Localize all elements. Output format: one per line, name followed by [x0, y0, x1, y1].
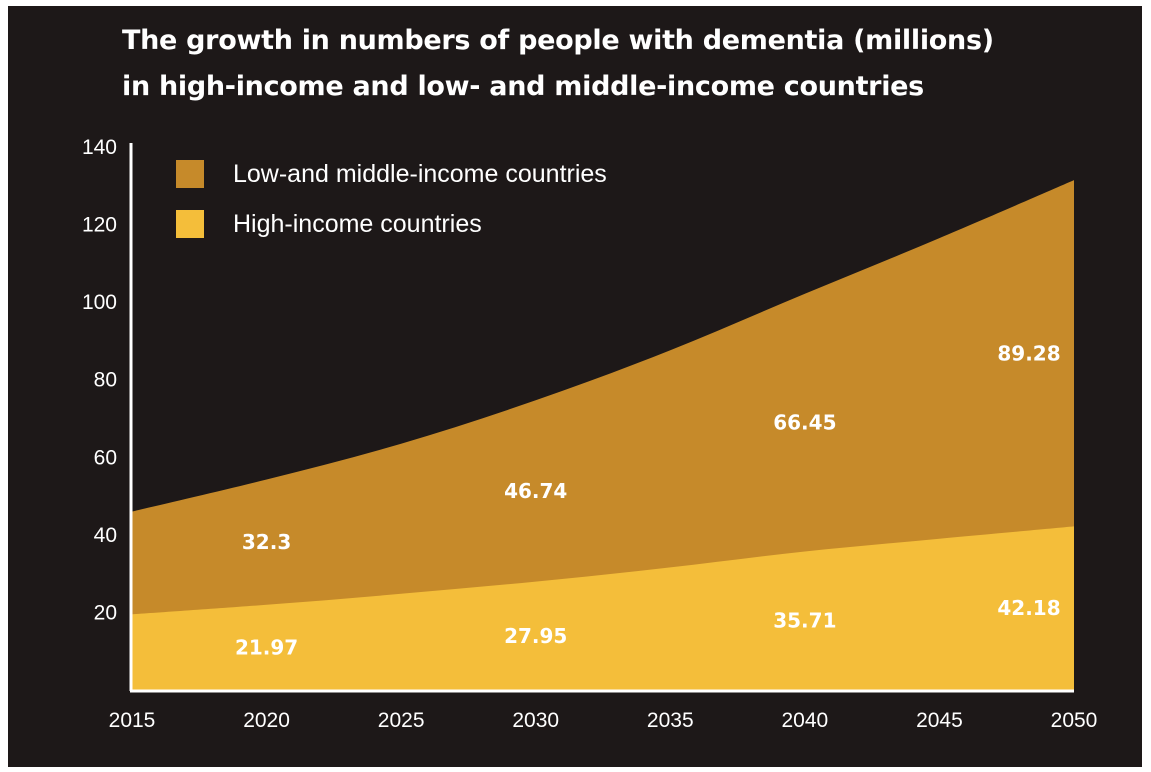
- data-label: 66.45: [773, 411, 836, 435]
- data-label: 35.71: [773, 609, 836, 633]
- x-tick-label: 2045: [916, 709, 963, 732]
- y-tick-label: 80: [94, 369, 117, 392]
- y-tick-label: 60: [94, 446, 117, 469]
- area-high-income: [132, 526, 1074, 690]
- x-tick-label: 2035: [647, 709, 694, 732]
- y-tick-label: 120: [82, 214, 117, 237]
- x-tick-label: 2030: [512, 709, 559, 732]
- x-tick-label: 2040: [781, 709, 828, 732]
- data-label-layer: 21.97 27.95 35.71 42.18 32.3 46.74 66.45 89.28: [235, 341, 1061, 659]
- y-tick-label: 40: [94, 524, 117, 547]
- data-label: 32.3: [242, 530, 291, 554]
- data-label: 21.97: [235, 635, 298, 659]
- legend-label: High-income countries: [233, 210, 482, 238]
- y-tick-label: 20: [94, 601, 117, 624]
- legend-swatch: [176, 210, 204, 238]
- legend-label: Low-and middle-income countries: [233, 160, 607, 188]
- data-label: 46.74: [504, 479, 567, 503]
- data-label: 27.95: [504, 624, 567, 648]
- x-tick-label: 2020: [243, 709, 290, 732]
- data-label: 89.28: [997, 341, 1060, 365]
- legend: Low-and middle-income countries High-inco…: [176, 160, 607, 238]
- y-tick-label: 100: [82, 291, 117, 314]
- chart-title: The growth in numbers of people with dem…: [122, 18, 994, 110]
- x-tick-label: 2025: [378, 709, 425, 732]
- area-layer: [132, 180, 1074, 690]
- x-tick-label: 2015: [109, 709, 156, 732]
- chart-title-line-2: in high-income and low- and middle-incom…: [122, 71, 924, 102]
- chart-title-line-1: The growth in numbers of people with dem…: [122, 25, 994, 56]
- legend-swatch: [176, 160, 204, 188]
- y-tick-label: 140: [82, 136, 117, 159]
- data-label: 42.18: [997, 596, 1060, 620]
- x-tick-label: 2050: [1051, 709, 1098, 732]
